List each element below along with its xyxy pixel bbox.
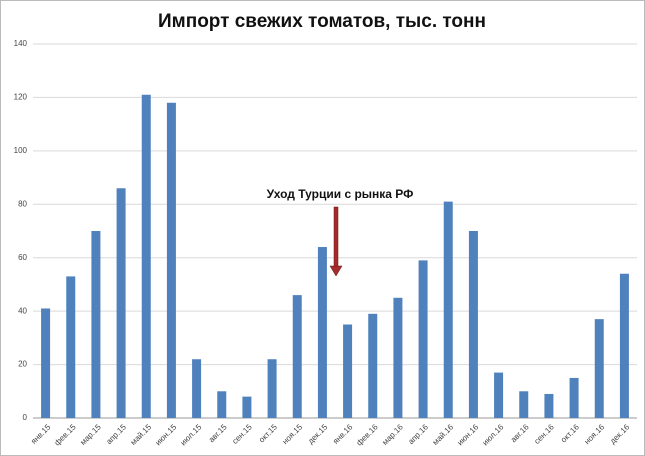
y-tick-label: 140 [14, 39, 28, 48]
y-tick-label: 120 [14, 93, 28, 102]
y-tick-label: 0 [23, 413, 28, 422]
bar [468, 231, 478, 418]
y-tick-label: 60 [18, 253, 27, 262]
bar [519, 391, 529, 418]
bar [494, 372, 504, 418]
annotation: Уход Турции с рынка РФ [267, 187, 414, 201]
bar [192, 359, 202, 418]
bar [66, 276, 76, 418]
bar [393, 297, 403, 418]
bar [217, 391, 227, 418]
y-tick-label: 80 [18, 199, 27, 208]
bar [317, 247, 327, 418]
bar [569, 377, 579, 418]
bar [166, 102, 176, 419]
y-tick-label: 100 [14, 146, 28, 155]
y-tick-label: 40 [18, 306, 27, 315]
bar [242, 396, 252, 418]
bar [343, 324, 353, 418]
bar [443, 201, 453, 418]
annotation-arrow [329, 206, 343, 277]
y-tick-label: 20 [18, 360, 27, 369]
bar [41, 308, 51, 418]
bar [594, 319, 604, 418]
bar [418, 260, 428, 418]
chart-title: Импорт свежих томатов, тыс. тонн [158, 11, 486, 32]
bar [91, 231, 101, 418]
bar [544, 393, 554, 418]
bar [141, 94, 151, 418]
bar [368, 313, 378, 418]
bar [292, 295, 302, 418]
bar [116, 188, 126, 418]
bar [619, 273, 629, 418]
bar [267, 359, 277, 418]
